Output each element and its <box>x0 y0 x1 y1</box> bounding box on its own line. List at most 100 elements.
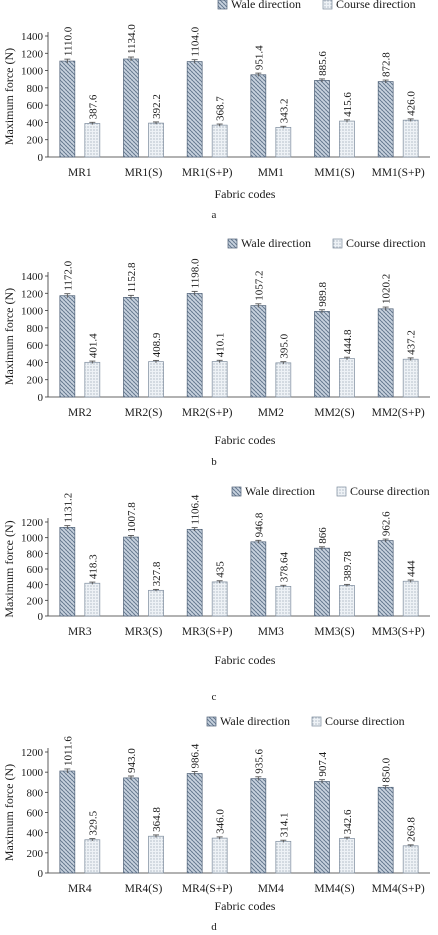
data-label: 1198.0 <box>190 258 202 288</box>
data-label: 269.8 <box>406 817 418 842</box>
x-tick-label: MR2(S+P) <box>182 407 233 419</box>
bar-course-MM4(S) <box>339 838 355 874</box>
y-tick-label: 0 <box>38 868 44 880</box>
bar-wale-MR2 <box>59 295 76 398</box>
data-label: 1152.8 <box>126 262 138 292</box>
bar-course-MR1 <box>84 123 101 158</box>
legend-label: Wale direction <box>241 236 311 250</box>
y-tick-label: 1200 <box>21 747 44 759</box>
bar-wale-MM3 <box>250 541 267 617</box>
y-tick-label: 400 <box>27 117 44 129</box>
data-label: 327.8 <box>151 561 163 586</box>
data-label: 946.8 <box>253 512 265 537</box>
bar-course-MM2 <box>275 362 292 398</box>
data-label: 850.0 <box>381 757 393 782</box>
bar-wale-MM4(S) <box>314 781 330 874</box>
y-tick-label: 200 <box>27 848 44 860</box>
data-label: 951.4 <box>253 45 265 70</box>
panels: 0 200 400 600 800 1000 1200 1400 Maximum force (… <box>2 0 430 933</box>
data-label: 1057.2 <box>253 271 265 301</box>
x-tick-label: MR1 <box>68 167 92 179</box>
data-label: 885.6 <box>317 51 329 76</box>
legend: Wale direction Course direction <box>227 236 426 250</box>
y-tick-label: 1200 <box>21 48 44 60</box>
data-label: 410.1 <box>215 333 227 358</box>
legend-swatch-wale <box>206 716 217 727</box>
bar-course-MM4(S+P) <box>402 845 419 874</box>
y-axis-title: Maximum force (N) <box>2 48 16 145</box>
y-tick-label: 1200 <box>21 288 44 300</box>
data-label: 986.4 <box>190 743 202 768</box>
x-axis-title: Fabric codes <box>215 899 276 913</box>
legend-label: Course direction <box>325 714 405 728</box>
legend-swatch-course <box>332 238 343 249</box>
y-tick-label: 600 <box>27 808 44 820</box>
bar-course-MR2(S) <box>148 361 164 398</box>
data-label: 314.1 <box>278 812 290 837</box>
data-label: 378.64 <box>278 552 290 583</box>
data-label: 989.8 <box>317 281 329 306</box>
x-tick-label: MM1 <box>258 167 284 179</box>
panel-label: c <box>212 691 217 703</box>
legend-swatch-course <box>336 486 347 497</box>
y-tick-label: 0 <box>38 152 44 164</box>
data-label: 437.2 <box>406 330 418 355</box>
y-tick-label: 200 <box>27 375 44 387</box>
bar-course-MM3(S+P) <box>402 580 419 617</box>
data-label: 346.0 <box>215 809 227 834</box>
bar-wale-MM4 <box>250 778 267 874</box>
data-label: 1106.4 <box>190 494 202 524</box>
bar-wale-MM2(S+P) <box>377 308 394 398</box>
y-axis-title: Maximum force (N) <box>2 520 16 617</box>
y-tick-label: 400 <box>27 828 44 840</box>
data-label: 408.9 <box>151 332 163 357</box>
data-label: 395.0 <box>278 333 290 358</box>
bar-course-MR4(S+P) <box>211 837 228 874</box>
x-tick-label: MM3(S+P) <box>372 626 425 638</box>
panel-label: b <box>211 456 217 468</box>
x-axis-title: Fabric codes <box>215 187 276 201</box>
x-tick-label: MM2(S+P) <box>372 407 425 419</box>
y-tick-label: 800 <box>27 548 44 560</box>
y-tick-label: 1000 <box>21 66 44 78</box>
bar-wale-MM1 <box>250 74 267 158</box>
bar-course-MR2 <box>84 361 101 398</box>
data-label: 426.0 <box>406 91 418 116</box>
x-tick-label: MM3 <box>258 626 284 638</box>
x-tick-label: MM1(S+P) <box>372 167 425 179</box>
y-tick-label: 800 <box>27 83 44 95</box>
y-axis-title: Maximum force (N) <box>2 764 16 861</box>
bar-course-MM3 <box>275 585 292 617</box>
x-axis-title: Fabric codes <box>215 653 276 667</box>
x-tick-label: MR2(S) <box>125 407 163 419</box>
data-label: 342.6 <box>342 809 354 834</box>
bar-course-MR3(S) <box>148 589 164 617</box>
data-label: 1020.2 <box>381 274 393 304</box>
legend-label: Course direction <box>350 484 430 498</box>
data-label: 415.6 <box>342 92 354 117</box>
data-label: 1172.0 <box>62 260 74 290</box>
y-tick-label: 400 <box>27 580 44 592</box>
y-tick-label: 600 <box>27 564 44 576</box>
x-tick-label: MR4 <box>68 883 92 895</box>
x-tick-label: MM4(S) <box>314 883 354 895</box>
data-label: 418.3 <box>87 554 99 579</box>
y-tick-label: 1200 <box>21 517 44 529</box>
data-label: 1104.0 <box>190 26 202 56</box>
bar-wale-MR3(S+P) <box>186 528 203 617</box>
y-tick-label: 1400 <box>21 271 44 283</box>
legend-swatch-wale <box>227 238 238 249</box>
chart-panel-c: 0 200 400 600 800 1000 1200 Maximum force (N) 11… <box>2 484 430 703</box>
y-tick-label: 1000 <box>21 767 44 779</box>
data-label: 1110.0 <box>62 26 74 56</box>
bar-course-MR1(S) <box>148 122 164 158</box>
bar-course-MR3(S+P) <box>211 581 228 617</box>
bar-wale-MR4(S) <box>123 777 139 874</box>
bar-course-MM1(S+P) <box>402 119 419 158</box>
data-label: 444.8 <box>342 329 354 354</box>
bar-wale-MR3 <box>59 527 76 617</box>
y-tick-label: 400 <box>27 357 44 369</box>
x-axis-title: Fabric codes <box>215 433 276 447</box>
x-tick-label: MM4 <box>258 883 284 895</box>
